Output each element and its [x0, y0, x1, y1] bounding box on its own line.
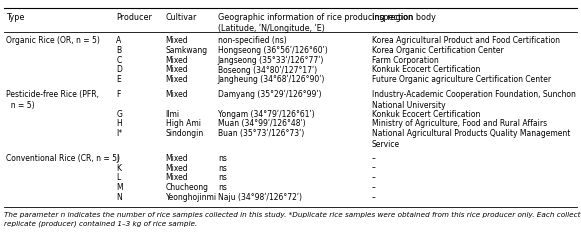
Text: Korea Organic Certification Center: Korea Organic Certification Center	[372, 46, 504, 55]
Text: Damyang (35°29ʹ/126°99ʹ): Damyang (35°29ʹ/126°99ʹ)	[218, 90, 321, 99]
Text: K: K	[116, 164, 121, 173]
Text: Korea Agricultural Product and Food Certification: Korea Agricultural Product and Food Cert…	[372, 36, 560, 45]
Text: B: B	[116, 46, 121, 55]
Text: Mixed: Mixed	[166, 173, 188, 182]
Text: –: –	[372, 173, 376, 182]
Text: Producer: Producer	[116, 13, 152, 22]
Text: High Ami: High Ami	[166, 119, 200, 128]
Text: Mixed: Mixed	[166, 56, 188, 65]
Text: –: –	[372, 164, 376, 173]
Text: ns: ns	[218, 164, 227, 173]
Text: Conventional Rice (CR, n = 5): Conventional Rice (CR, n = 5)	[6, 154, 120, 163]
Text: Ilmi: Ilmi	[166, 110, 180, 119]
Text: Mixed: Mixed	[166, 65, 188, 74]
Text: A: A	[116, 36, 121, 45]
Text: Chucheong: Chucheong	[166, 183, 209, 192]
Text: Mixed: Mixed	[166, 75, 188, 84]
Text: G: G	[116, 110, 122, 119]
Text: Industry-Academic Cooperation Foundation, Sunchon
National University: Industry-Academic Cooperation Foundation…	[372, 90, 576, 110]
Text: Buan (35°73ʹ/126°73ʹ): Buan (35°73ʹ/126°73ʹ)	[218, 129, 304, 138]
Text: –: –	[372, 154, 376, 163]
Text: J: J	[116, 154, 119, 163]
Text: Farm Corporation: Farm Corporation	[372, 56, 439, 65]
Text: Inspection body: Inspection body	[372, 13, 436, 22]
Text: E: E	[116, 75, 121, 84]
Text: D: D	[116, 65, 122, 74]
Text: F: F	[116, 90, 121, 99]
Text: Geographic information of rice producing region
(Latitude, ʹN/Longitude, ʹE): Geographic information of rice producing…	[218, 13, 413, 33]
Text: Hongseong (36°56ʹ/126°60ʹ): Hongseong (36°56ʹ/126°60ʹ)	[218, 46, 328, 55]
Text: Boseong (34°80ʹ/127°17ʹ): Boseong (34°80ʹ/127°17ʹ)	[218, 65, 317, 75]
Text: Ministry of Agriculture, Food and Rural Affairs: Ministry of Agriculture, Food and Rural …	[372, 119, 547, 128]
Text: Jangseong (35°33ʹ/126°77ʹ): Jangseong (35°33ʹ/126°77ʹ)	[218, 56, 324, 65]
Text: N: N	[116, 193, 122, 202]
Text: non-specified (ns): non-specified (ns)	[218, 36, 286, 45]
Text: ns: ns	[218, 183, 227, 192]
Text: Mixed: Mixed	[166, 36, 188, 45]
Text: L: L	[116, 173, 120, 182]
Text: Mixed: Mixed	[166, 164, 188, 173]
Text: Mixed: Mixed	[166, 154, 188, 163]
Text: Naju (34°98ʹ/126°72ʹ): Naju (34°98ʹ/126°72ʹ)	[218, 193, 302, 202]
Text: –: –	[372, 193, 376, 202]
Text: ns: ns	[218, 173, 227, 182]
Text: National Agricultural Products Quality Management
Service: National Agricultural Products Quality M…	[372, 129, 570, 149]
Text: Konkuk Ecocert Certification: Konkuk Ecocert Certification	[372, 65, 480, 74]
Text: Future Organic agriculture Certification Center: Future Organic agriculture Certification…	[372, 75, 551, 84]
Text: Mixed: Mixed	[166, 90, 188, 99]
Text: Konkuk Ecocert Certification: Konkuk Ecocert Certification	[372, 110, 480, 119]
Text: Yeonghojinmi: Yeonghojinmi	[166, 193, 217, 202]
Text: Samkwang: Samkwang	[166, 46, 208, 55]
Text: Cultivar: Cultivar	[166, 13, 197, 22]
Text: –: –	[372, 183, 376, 192]
Text: Pesticide-free Rice (PFR,
  n = 5): Pesticide-free Rice (PFR, n = 5)	[6, 90, 99, 110]
Text: Organic Rice (OR, n = 5): Organic Rice (OR, n = 5)	[6, 36, 100, 45]
Text: C: C	[116, 56, 121, 65]
Text: Muan (34°99ʹ/126°48ʹ): Muan (34°99ʹ/126°48ʹ)	[218, 119, 306, 128]
Text: Yongam (34°79ʹ/126°61ʹ): Yongam (34°79ʹ/126°61ʹ)	[218, 110, 314, 119]
Text: ns: ns	[218, 154, 227, 163]
Text: M: M	[116, 183, 123, 192]
Text: The parameter n indicates the number of rice samples collected in this study. *D: The parameter n indicates the number of …	[4, 212, 581, 226]
Text: H: H	[116, 119, 122, 128]
Text: I*: I*	[116, 129, 123, 138]
Text: Jangheung (34°68ʹ/126°90ʹ): Jangheung (34°68ʹ/126°90ʹ)	[218, 75, 325, 84]
Text: Type: Type	[6, 13, 24, 22]
Text: Sindongin: Sindongin	[166, 129, 204, 138]
